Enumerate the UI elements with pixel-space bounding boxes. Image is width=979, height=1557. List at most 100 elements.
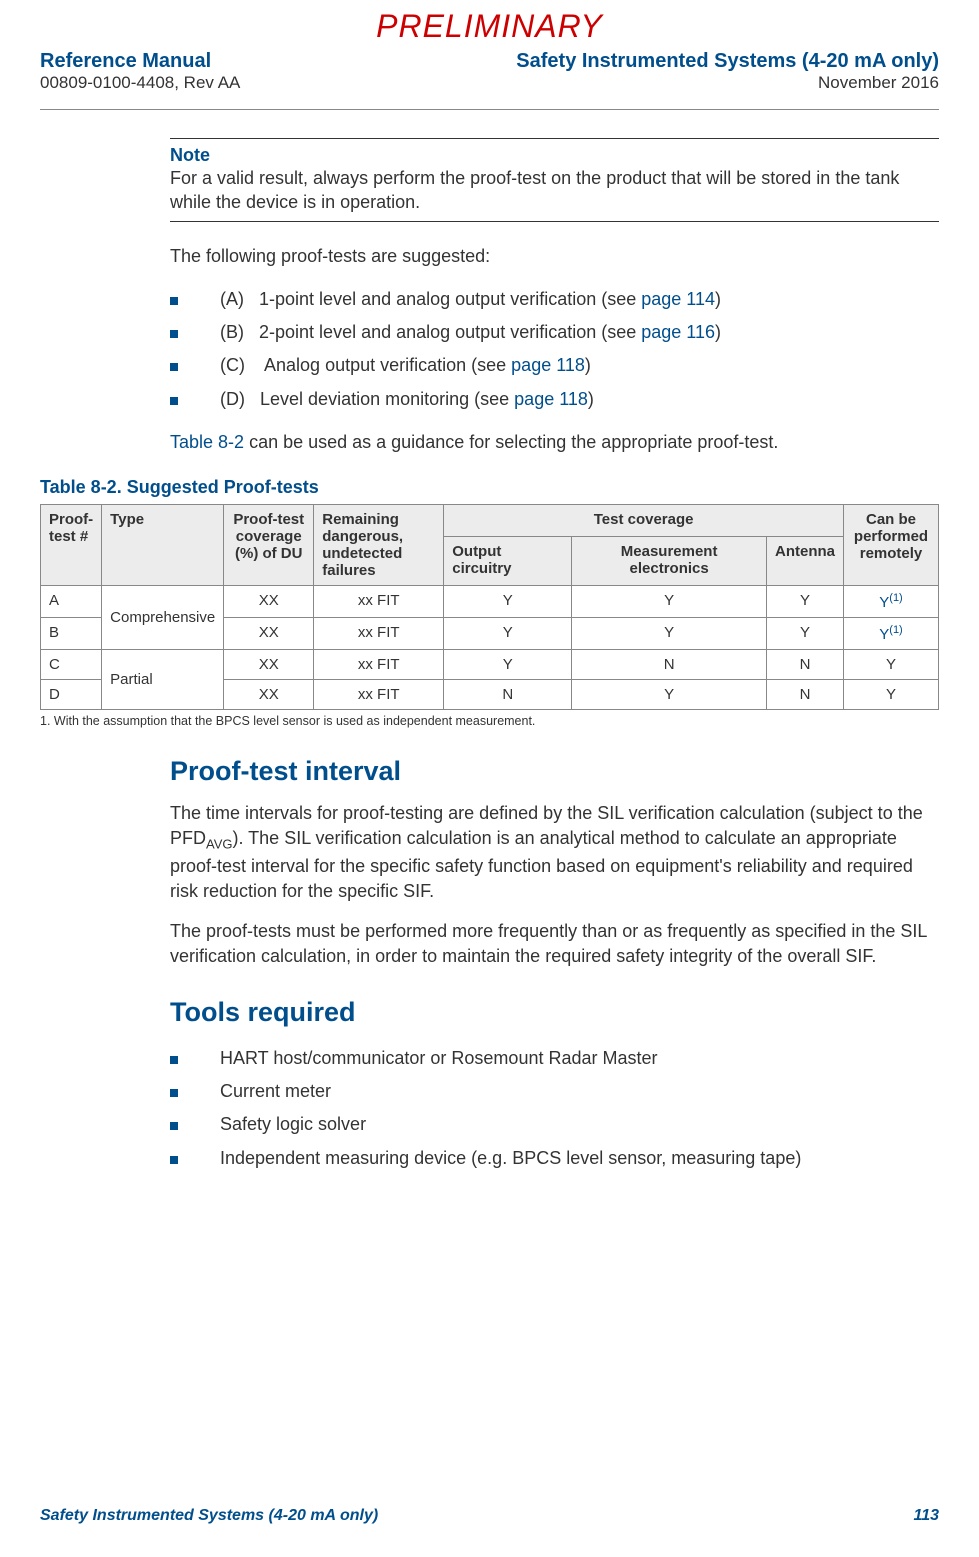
cell-remote: Y(1)	[844, 618, 939, 650]
cell-meas: N	[572, 650, 767, 680]
list-item: HART host/communicator or Rosemount Rada…	[170, 1042, 939, 1075]
cell-meas: Y	[572, 586, 767, 618]
header-left-sub: 00809-0100-4408, Rev AA	[40, 73, 240, 93]
th-antenna: Antenna	[766, 536, 843, 585]
cell-type: Partial	[102, 650, 224, 710]
cell-id: D	[41, 680, 102, 710]
section-interval-title: Proof-test interval	[170, 756, 939, 787]
table-row: A Comprehensive XX xx FIT Y Y Y Y(1)	[41, 586, 939, 618]
cell-rem: xx FIT	[314, 680, 444, 710]
cell-type: Comprehensive	[102, 586, 224, 650]
page-footer: Safety Instrumented Systems (4-20 mA onl…	[40, 1507, 939, 1525]
cell-remote: Y	[844, 680, 939, 710]
item-text: 1-point level and analog output verifica…	[259, 289, 641, 309]
table-ref-text: can be used as a guidance for selecting …	[244, 432, 778, 452]
cell-out: Y	[444, 650, 572, 680]
item-label: (A)	[220, 289, 244, 309]
page-link[interactable]: page 114	[641, 289, 715, 309]
list-item: Independent measuring device (e.g. BPCS …	[170, 1142, 939, 1175]
cell-ant: Y	[766, 586, 843, 618]
note-title: Note	[170, 145, 939, 166]
cell-meas: Y	[572, 618, 767, 650]
intro-para: The following proof-tests are suggested:	[170, 244, 939, 269]
cell-rem: xx FIT	[314, 618, 444, 650]
interval-p1: The time intervals for proof-testing are…	[170, 801, 939, 904]
cell-out: Y	[444, 618, 572, 650]
bullet-icon	[170, 1056, 178, 1064]
item-label: (D)	[220, 389, 245, 409]
item-text: Independent measuring device (e.g. BPCS …	[220, 1142, 801, 1175]
cell-remote: Y	[844, 650, 939, 680]
table-ref-para: Table 8-2 can be used as a guidance for …	[170, 430, 939, 455]
item-text: Level deviation monitoring (see	[260, 389, 514, 409]
header-left: Reference Manual 00809-0100-4408, Rev AA	[40, 50, 240, 93]
page-link[interactable]: page 118	[511, 355, 585, 375]
proof-test-table: Proof-test # Type Proof-test coverage (%…	[40, 504, 939, 710]
item-after: )	[715, 289, 721, 309]
th-remaining: Remaining dangerous, undetected failures	[314, 505, 444, 586]
item-text: Current meter	[220, 1075, 331, 1108]
cell-out: N	[444, 680, 572, 710]
cell-rem: xx FIT	[314, 586, 444, 618]
cell-id: B	[41, 618, 102, 650]
item-text: Safety logic solver	[220, 1108, 366, 1141]
cell-id: A	[41, 586, 102, 618]
cell-cov: XX	[224, 586, 314, 618]
cell-cov: XX	[224, 650, 314, 680]
list-item: (A) 1-point level and analog output veri…	[170, 283, 939, 316]
header-left-title: Reference Manual	[40, 50, 240, 73]
bullet-icon	[170, 1122, 178, 1130]
note-block: Note For a valid result, always perform …	[170, 138, 939, 222]
th-testcov: Test coverage	[444, 505, 844, 537]
item-label: (C)	[220, 355, 245, 375]
th-coverage: Proof-test coverage (%) of DU	[224, 505, 314, 586]
table-caption: Table 8-2. Suggested Proof-tests	[40, 477, 939, 498]
footer-left: Safety Instrumented Systems (4-20 mA onl…	[40, 1507, 378, 1525]
tools-list: HART host/communicator or Rosemount Rada…	[170, 1042, 939, 1175]
item-text: 2-point level and analog output verifica…	[259, 322, 641, 342]
cell-remote: Y(1)	[844, 586, 939, 618]
th-output: Output circuitry	[444, 536, 572, 585]
item-after: )	[585, 355, 591, 375]
item-after: )	[715, 322, 721, 342]
th-proof: Proof-test #	[41, 505, 102, 586]
header-right-sub: November 2016	[516, 73, 939, 93]
th-remote: Can be performed remotely	[844, 505, 939, 586]
item-after: )	[588, 389, 594, 409]
footer-page-number: 113	[913, 1507, 939, 1525]
cell-ant: Y	[766, 618, 843, 650]
cell-cov: XX	[224, 680, 314, 710]
proof-test-list: (A) 1-point level and analog output veri…	[170, 283, 939, 416]
list-item: Safety logic solver	[170, 1108, 939, 1141]
cell-out: Y	[444, 586, 572, 618]
table-row: C Partial XX xx FIT Y N N Y	[41, 650, 939, 680]
table-footnote: 1. With the assumption that the BPCS lev…	[40, 714, 939, 728]
th-type: Type	[102, 505, 224, 586]
cell-cov: XX	[224, 618, 314, 650]
page-link[interactable]: page 116	[641, 322, 715, 342]
interval-p2: The proof-tests must be performed more f…	[170, 919, 939, 969]
cell-ant: N	[766, 680, 843, 710]
cell-meas: Y	[572, 680, 767, 710]
item-text: Analog output verification (see	[260, 355, 511, 375]
list-item: Current meter	[170, 1075, 939, 1108]
cell-ant: N	[766, 650, 843, 680]
page-link[interactable]: page 118	[514, 389, 588, 409]
item-label: (B)	[220, 322, 244, 342]
bullet-icon	[170, 330, 178, 338]
cell-rem: xx FIT	[314, 650, 444, 680]
bullet-icon	[170, 397, 178, 405]
list-item: (C) Analog output verification (see page…	[170, 349, 939, 382]
bullet-icon	[170, 363, 178, 371]
list-item: (D) Level deviation monitoring (see page…	[170, 383, 939, 416]
bullet-icon	[170, 297, 178, 305]
note-body: For a valid result, always perform the p…	[170, 166, 939, 215]
bullet-icon	[170, 1156, 178, 1164]
header-right-title: Safety Instrumented Systems (4-20 mA onl…	[516, 50, 939, 73]
section-tools-title: Tools required	[170, 997, 939, 1028]
watermark-text: PRELIMINARY	[0, 8, 979, 45]
cell-id: C	[41, 650, 102, 680]
table-ref-link[interactable]: Table 8-2	[170, 432, 244, 452]
header-right: Safety Instrumented Systems (4-20 mA onl…	[516, 50, 939, 93]
header-rule	[40, 109, 939, 110]
